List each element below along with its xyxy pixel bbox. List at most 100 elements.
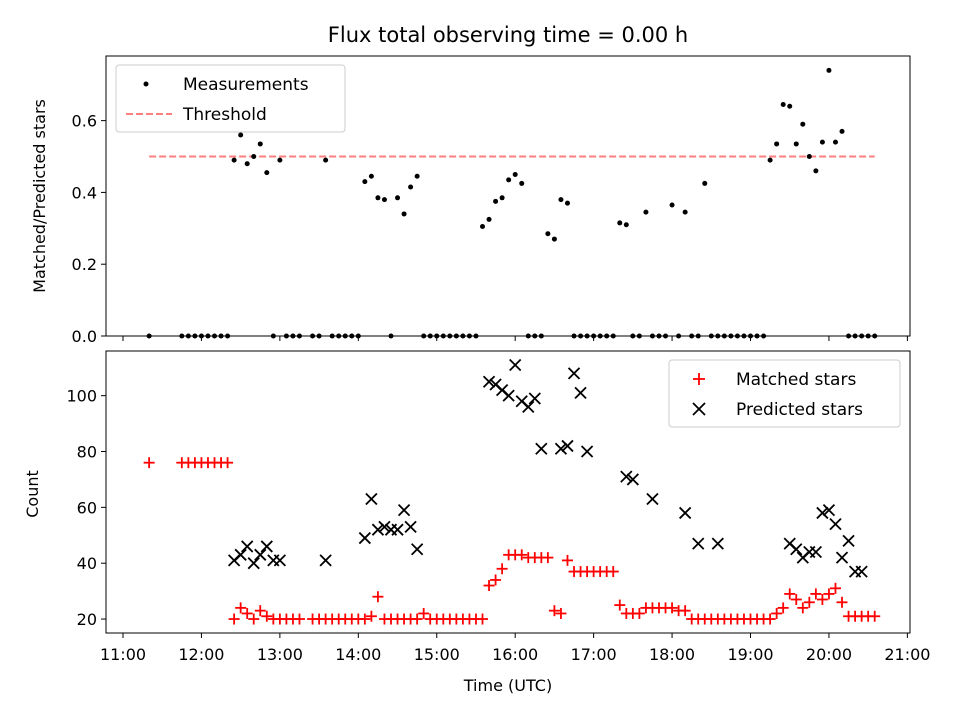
matched-star-point — [816, 593, 828, 605]
predicted-marker-b — [378, 520, 391, 534]
predicted-marker-b — [790, 543, 803, 556]
predicted-star-point — [528, 392, 541, 405]
measurement-point — [251, 154, 257, 160]
measurement-point — [238, 132, 244, 138]
predicted-star-point — [509, 358, 522, 372]
top-y-tick-label: 0.0 — [72, 327, 97, 346]
measurement-point — [669, 202, 675, 208]
top-y-axis-label: Matched/Predicted stars — [30, 99, 49, 293]
bottom-y-tick-label: 20 — [77, 610, 97, 629]
predicted-marker-b — [247, 557, 260, 570]
measurement-point — [499, 195, 505, 201]
matched-star-point — [784, 588, 796, 600]
measurement-point — [519, 180, 525, 186]
predicted-star-point — [535, 442, 548, 455]
measurement-point — [395, 195, 401, 201]
predicted-star-point — [842, 534, 855, 547]
top-y-tick-label: 0.2 — [72, 255, 97, 274]
bottom-y-tick-label: 60 — [77, 498, 97, 517]
predicted-marker-b — [254, 548, 267, 561]
predicted-marker-b — [692, 537, 705, 550]
predicted-star-point — [554, 442, 568, 455]
predicted-star-point — [247, 557, 260, 570]
predicted-star-point — [404, 520, 417, 534]
bottom-axes-frame — [105, 350, 911, 634]
x-tick-label: 19:00 — [727, 645, 773, 664]
predicted-star-point — [254, 548, 267, 561]
legend-matched-label: Matched stars — [736, 370, 856, 390]
predicted-marker-b — [495, 383, 509, 397]
legend-matched-marker — [693, 373, 705, 385]
x-tick-label: 12:00 — [178, 645, 224, 664]
measurement-point — [323, 157, 329, 163]
legend-threshold-label: Threshold — [182, 105, 267, 125]
measurement-point — [244, 161, 250, 167]
matched-star-point — [764, 613, 776, 625]
predicted-marker-b — [679, 506, 692, 520]
x-tick-label: 18:00 — [649, 645, 695, 664]
predicted-marker-b — [626, 473, 639, 486]
predicted-marker-b — [711, 537, 724, 550]
measurement-point — [264, 170, 270, 176]
predicted-star-point — [711, 537, 724, 550]
predicted-marker-b — [234, 548, 247, 561]
matched-star-point — [222, 457, 234, 469]
predicted-marker-b — [273, 554, 287, 567]
matched-star-point — [483, 580, 495, 592]
x-tick-label: 13:00 — [257, 645, 303, 664]
predicted-star-point — [561, 439, 574, 453]
predicted-marker-b — [528, 392, 541, 405]
measurement-point — [277, 157, 283, 163]
bottom-ticks: 11:00 12:00 13:00 14:00 15:00 16:00 17:00 18:00… — [66, 387, 930, 664]
predicted-star-point — [234, 548, 247, 561]
x-tick-label: 21:00 — [884, 645, 930, 664]
predicted-marker-b — [620, 470, 633, 483]
measurement-point — [623, 222, 629, 228]
matched-star-point — [477, 613, 489, 625]
bottom-y-axis-label: Count — [23, 470, 42, 518]
measurement-point — [682, 209, 688, 215]
matched-star-point — [490, 574, 502, 586]
bottom-y-tick-label: 40 — [77, 554, 97, 573]
matched-star-point — [836, 596, 848, 608]
predicted-marker-b — [509, 358, 522, 372]
predicted-star-point — [319, 554, 332, 567]
predicted-star-point — [626, 473, 639, 486]
predicted-marker-b — [855, 565, 868, 578]
predicted-star-point — [822, 504, 836, 517]
measurement-point — [774, 141, 780, 147]
matched-star-point — [633, 607, 645, 619]
measurement-point — [826, 67, 832, 73]
x-tick-label: 20:00 — [806, 645, 852, 664]
predicted-marker-b — [515, 395, 528, 408]
matched-star-point — [372, 591, 384, 603]
predicted-marker-b — [567, 367, 581, 380]
matched-star-point — [542, 552, 554, 564]
legend-predicted-marker — [692, 402, 706, 416]
predicted-marker-b — [822, 504, 836, 517]
measurement-point — [401, 211, 407, 217]
predicted-star-point — [790, 543, 803, 556]
measurement-point — [617, 220, 623, 226]
matched-star-point — [516, 549, 528, 561]
predicted-marker-b — [365, 492, 378, 506]
measurement-point — [767, 157, 773, 163]
top-y-tick-label: 0.6 — [72, 112, 97, 131]
matched-star-point — [614, 599, 626, 611]
x-tick-label: 15:00 — [414, 645, 460, 664]
predicted-marker-b — [842, 534, 855, 547]
top-axes-frame — [105, 55, 911, 337]
measurement-point — [558, 197, 564, 203]
matched-star-point — [790, 593, 802, 605]
predicted-marker-b — [561, 439, 574, 453]
matched-star-point — [235, 602, 247, 614]
predicted-star-point — [646, 492, 659, 506]
legend-measurements-marker — [143, 81, 149, 87]
legend-predicted-label: Predicted stars — [736, 400, 863, 420]
measurement-point — [506, 177, 512, 183]
predicted-marker-b — [535, 442, 548, 455]
predicted-star-point — [365, 492, 378, 506]
x-tick-label: 17:00 — [571, 645, 617, 664]
predicted-marker-b — [554, 442, 568, 455]
